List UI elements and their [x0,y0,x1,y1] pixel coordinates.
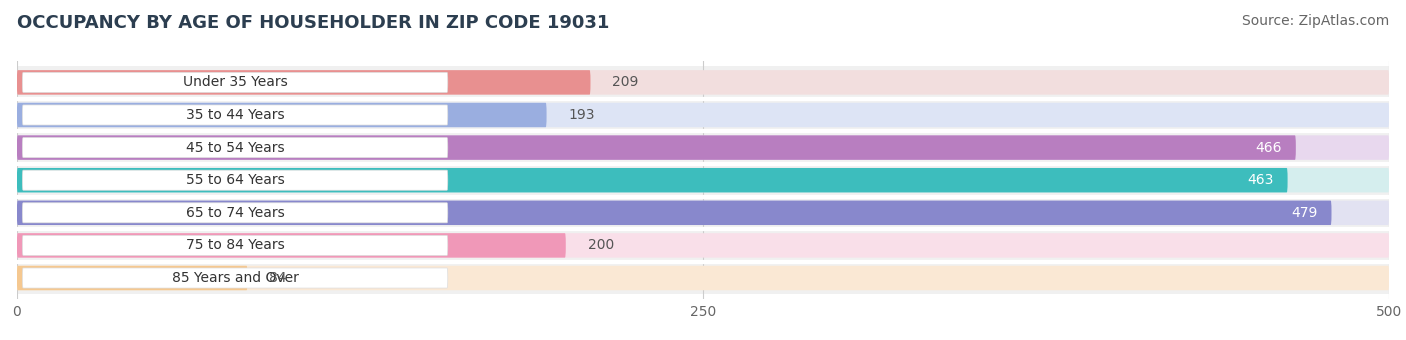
Text: 193: 193 [568,108,595,122]
FancyBboxPatch shape [17,70,591,95]
FancyBboxPatch shape [17,168,1389,192]
FancyBboxPatch shape [17,168,1288,192]
FancyBboxPatch shape [22,72,447,92]
Text: 463: 463 [1247,173,1274,187]
FancyBboxPatch shape [17,103,1389,127]
FancyBboxPatch shape [22,170,447,190]
FancyBboxPatch shape [22,268,447,288]
Text: 85 Years and Over: 85 Years and Over [172,271,298,285]
FancyBboxPatch shape [22,235,447,255]
Text: 466: 466 [1256,141,1282,155]
FancyBboxPatch shape [22,138,447,158]
FancyBboxPatch shape [17,70,1389,95]
FancyBboxPatch shape [17,266,1389,290]
FancyBboxPatch shape [17,66,1389,99]
FancyBboxPatch shape [17,164,1389,197]
Text: 75 to 84 Years: 75 to 84 Years [186,238,284,252]
FancyBboxPatch shape [17,131,1389,164]
FancyBboxPatch shape [17,233,1389,258]
FancyBboxPatch shape [22,105,447,125]
FancyBboxPatch shape [17,201,1331,225]
Text: 65 to 74 Years: 65 to 74 Years [186,206,284,220]
FancyBboxPatch shape [17,229,1389,262]
FancyBboxPatch shape [17,99,1389,131]
Text: 479: 479 [1291,206,1317,220]
FancyBboxPatch shape [17,262,1389,294]
FancyBboxPatch shape [22,203,447,223]
FancyBboxPatch shape [17,266,247,290]
Text: OCCUPANCY BY AGE OF HOUSEHOLDER IN ZIP CODE 19031: OCCUPANCY BY AGE OF HOUSEHOLDER IN ZIP C… [17,14,609,32]
FancyBboxPatch shape [17,103,547,127]
Text: 55 to 64 Years: 55 to 64 Years [186,173,284,187]
Text: Source: ZipAtlas.com: Source: ZipAtlas.com [1241,14,1389,28]
FancyBboxPatch shape [17,201,1389,225]
Text: 45 to 54 Years: 45 to 54 Years [186,141,284,155]
FancyBboxPatch shape [17,135,1389,160]
FancyBboxPatch shape [17,135,1296,160]
Text: Under 35 Years: Under 35 Years [183,75,287,89]
Text: 35 to 44 Years: 35 to 44 Years [186,108,284,122]
Text: 209: 209 [613,75,638,89]
FancyBboxPatch shape [17,233,565,258]
FancyBboxPatch shape [17,197,1389,229]
Text: 200: 200 [588,238,614,252]
Text: 84: 84 [270,271,287,285]
